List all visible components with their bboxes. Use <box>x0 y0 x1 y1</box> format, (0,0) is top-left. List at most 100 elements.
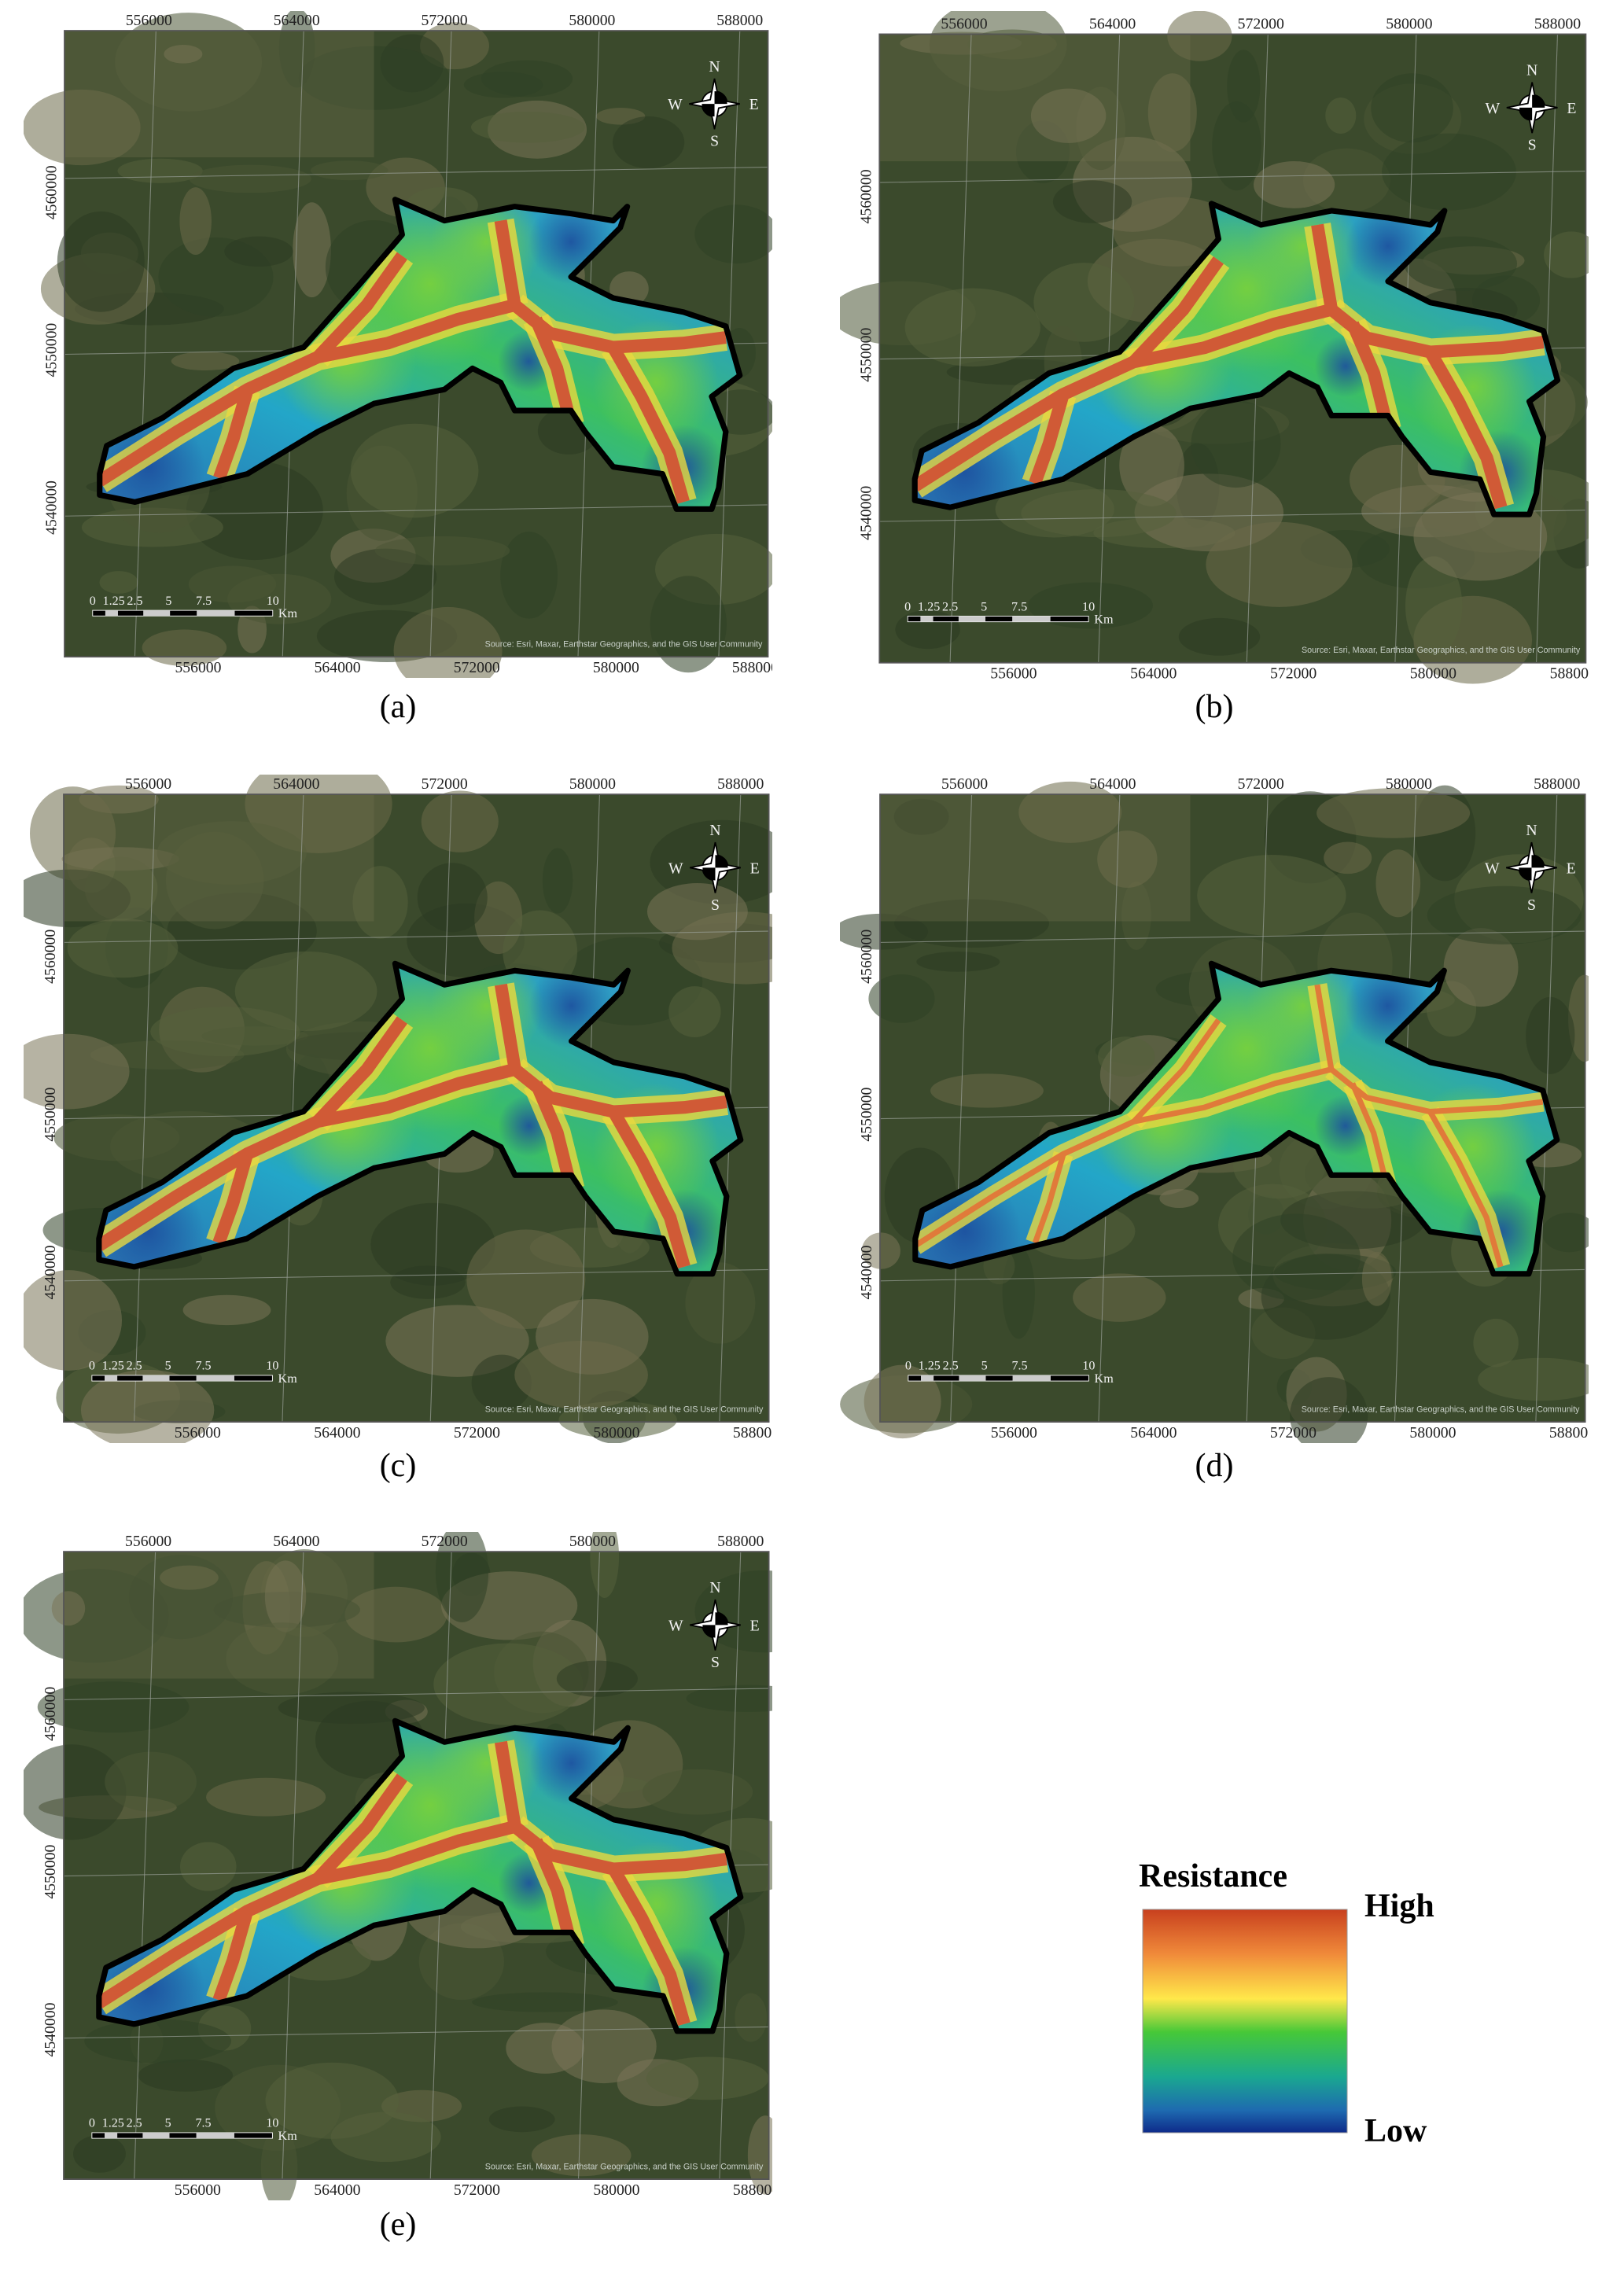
scale-label: 1.25 <box>102 2117 124 2130</box>
terrain-patch <box>24 869 131 928</box>
grid-line <box>134 31 157 657</box>
terrain-patch <box>1147 73 1197 153</box>
scale-bar <box>908 1375 1089 1382</box>
compass-quad <box>1519 855 1545 881</box>
panel-caption: (c) <box>379 1448 417 1484</box>
grid-line <box>63 930 769 943</box>
x-label-bottom: 588000 <box>732 659 772 676</box>
terrain-patch <box>171 352 240 371</box>
x-label-top: 588000 <box>717 1533 764 1550</box>
x-label-bottom: 556000 <box>175 659 221 676</box>
corridor <box>530 1838 578 1949</box>
scale-segment <box>142 2132 170 2139</box>
x-label-top: 572000 <box>422 775 468 793</box>
grid-line <box>879 171 1586 183</box>
scale-segment <box>959 1375 986 1382</box>
region-outline <box>97 197 743 512</box>
y-label-left: 4540000 <box>42 2002 59 2056</box>
terrain-patch <box>189 164 311 193</box>
x-label-bottom: 572000 <box>454 1424 500 1441</box>
terrain-patch <box>1178 617 1261 656</box>
terrain-patch <box>558 1401 677 1439</box>
corridor <box>494 983 521 1071</box>
x-label-bottom: 564000 <box>314 1424 360 1441</box>
terrain-patch <box>1030 88 1107 143</box>
map-panel: 556000 564000 572000 580000 588000 556000 5640… <box>24 11 772 678</box>
terrain-patch <box>24 1744 127 1840</box>
terrain-patch <box>1052 180 1132 223</box>
y-label-left: 4550000 <box>42 323 60 377</box>
scale-label: 10 <box>266 1360 278 1373</box>
grid-line <box>1098 34 1121 663</box>
terrain-patch <box>506 2023 585 2074</box>
terrain-patch <box>37 1681 190 1733</box>
terrain-patch <box>1227 50 1261 123</box>
corridor <box>1314 984 1335 1070</box>
terrain-patch <box>542 848 573 914</box>
x-label-top: 556000 <box>941 775 988 793</box>
x-label-bottom: 564000 <box>1130 1424 1177 1441</box>
x-label-bottom: 556000 <box>175 2181 221 2199</box>
x-label-top: 564000 <box>273 775 319 793</box>
scale-bar <box>91 1375 273 1382</box>
y-label-left: 4540000 <box>858 486 875 540</box>
terrain-patch <box>1443 928 1519 1007</box>
terrain-patch <box>1405 556 1463 656</box>
terrain-patch <box>668 986 721 1037</box>
compass-quad <box>702 1612 728 1638</box>
x-label-top: 580000 <box>1386 775 1432 793</box>
terrain-patch <box>1427 885 1582 944</box>
attribution: Source: Esri, Maxar, Earthstar Geographi… <box>1302 1405 1580 1415</box>
x-label-top: 580000 <box>1386 15 1432 32</box>
scale-label: 7.5 <box>195 1360 211 1373</box>
resistance-detail <box>99 199 728 510</box>
terrain-patch <box>1159 1188 1199 1208</box>
scale-segment <box>1012 1375 1051 1382</box>
terrain-patch <box>646 2056 769 2100</box>
scale-segment <box>958 616 986 622</box>
terrain-patch <box>293 202 331 298</box>
x-label-top: 588000 <box>1534 15 1581 32</box>
terrain-patch <box>234 951 377 1032</box>
scale-label: 0 <box>90 595 96 608</box>
compass-e: E <box>749 96 759 113</box>
x-label-bottom: 580000 <box>1409 1424 1456 1441</box>
compass-n: N <box>1526 822 1537 839</box>
y-label-left: 4560000 <box>42 1687 59 1741</box>
x-label-top: 564000 <box>1089 775 1136 793</box>
terrain-patch <box>868 974 935 1023</box>
legend-title: Resistance <box>1139 1858 1287 1894</box>
corridor <box>1129 256 1224 366</box>
attribution: Source: Esri, Maxar, Earthstar Geographi… <box>1302 646 1581 655</box>
map-frame <box>64 30 769 658</box>
panel-caption: (b) <box>1195 689 1234 725</box>
corridor <box>915 1066 1332 1248</box>
corridor <box>1424 348 1508 510</box>
scale-unit: Km <box>278 607 298 620</box>
grid-line <box>282 794 304 1423</box>
scale-segment <box>196 2132 234 2139</box>
terrain-patch <box>904 288 1040 367</box>
corridor <box>1132 1018 1221 1124</box>
terrain-patch <box>24 89 141 166</box>
scale-label: 1.25 <box>102 1360 124 1373</box>
x-label-top: 588000 <box>1534 775 1580 793</box>
scale-bar <box>92 609 274 617</box>
compass-s: S <box>711 896 720 914</box>
scale-label: 7.5 <box>1011 1360 1027 1373</box>
compass-w: W <box>668 96 683 113</box>
terrain-patch <box>531 2134 632 2177</box>
terrain-patch <box>650 576 727 673</box>
compass-e: E <box>750 860 760 878</box>
scale-unit: Km <box>278 2130 298 2143</box>
corridor <box>1029 392 1070 486</box>
terrain-patch <box>500 532 558 619</box>
terrain-patch <box>929 11 1067 92</box>
terrain-patch <box>57 211 145 312</box>
y-label-left: 4560000 <box>858 930 875 984</box>
terrain-patch <box>514 1340 648 1409</box>
compass-w: W <box>1485 860 1500 878</box>
attribution: Source: Esri, Maxar, Earthstar Geographi… <box>485 1405 764 1415</box>
x-label-top: 556000 <box>125 775 171 793</box>
scale-label: 10 <box>1082 1360 1095 1373</box>
